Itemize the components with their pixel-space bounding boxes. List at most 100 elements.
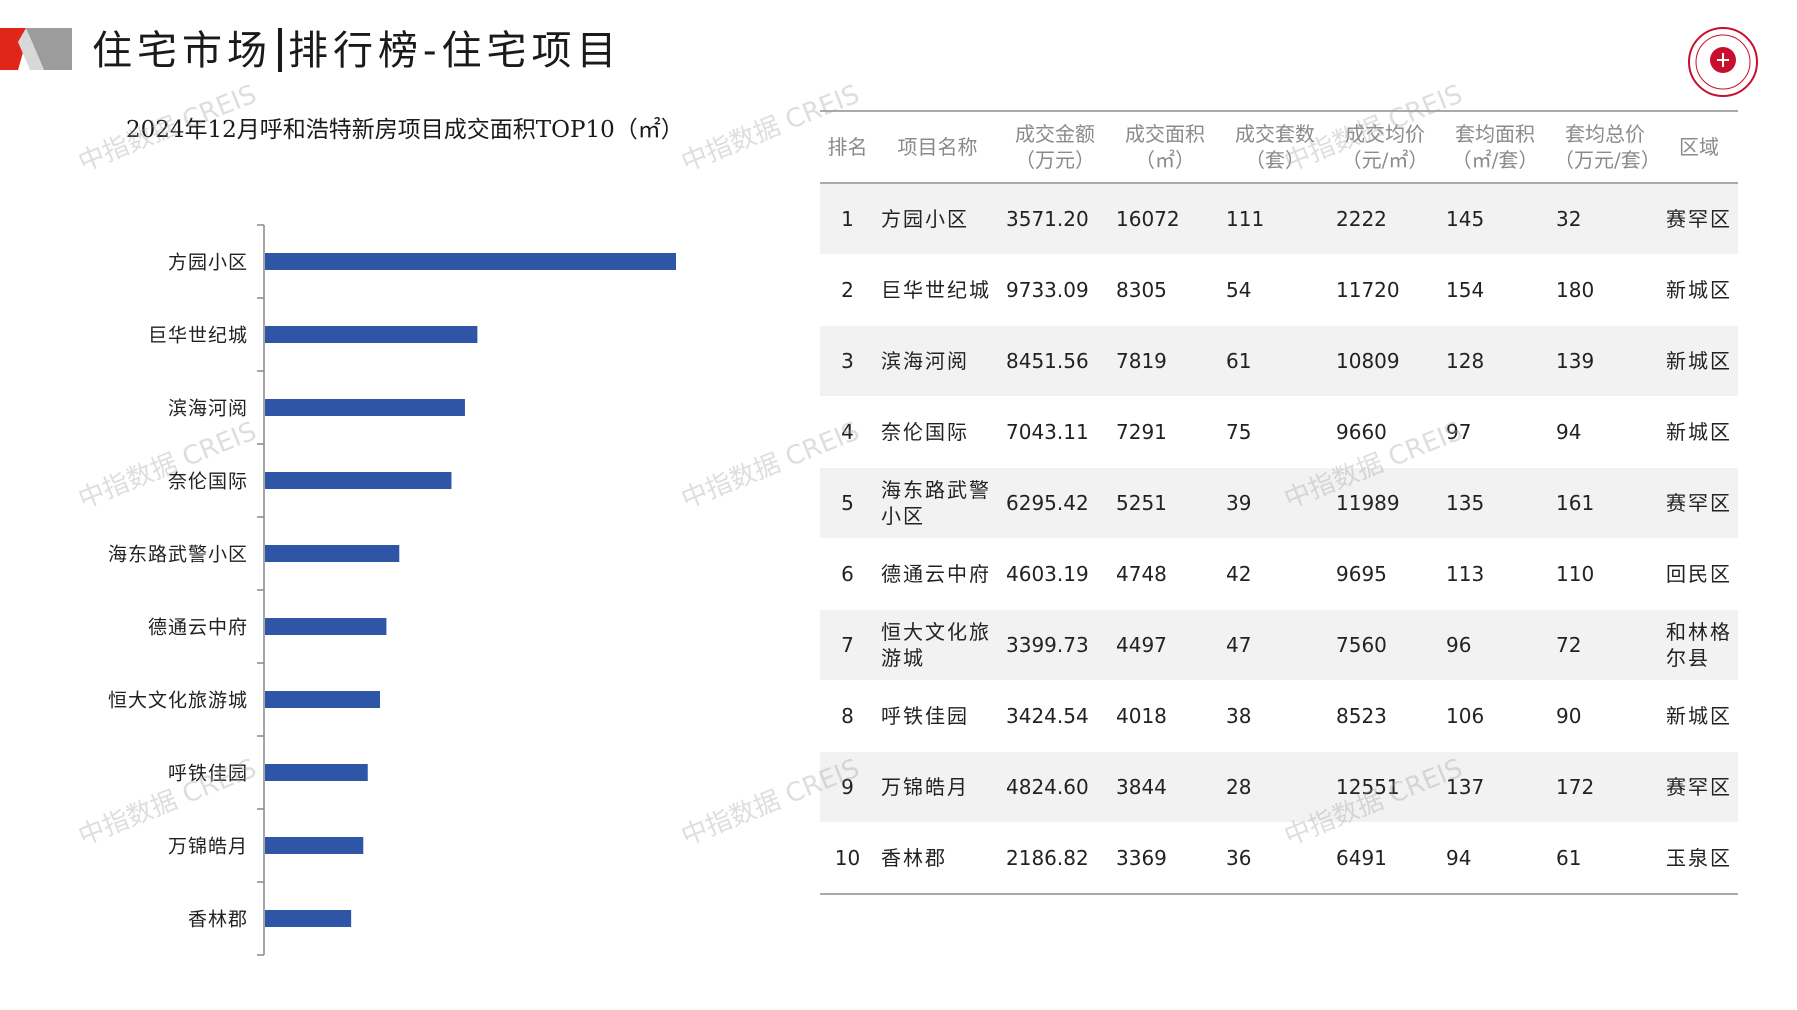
table-cell: 6295.42 [1000, 467, 1110, 539]
table-cell: 61 [1550, 822, 1660, 895]
column-header: 成交套数 （套） [1220, 111, 1330, 184]
chart-title: 2024年12月呼和浩特新房项目成交面积TOP10（㎡） [126, 117, 684, 143]
table-cell: 9660 [1330, 396, 1440, 468]
table-cell: 新城区 [1660, 254, 1738, 326]
table-cell: 3844 [1110, 751, 1220, 823]
section-title: 住宅市场 [92, 28, 272, 74]
table-cell: 4 [820, 396, 875, 468]
table-cell: 154 [1440, 254, 1550, 326]
table-cell: 94 [1550, 396, 1660, 468]
table-cell: 玉泉区 [1660, 822, 1738, 895]
table-cell: 72 [1550, 609, 1660, 681]
table-cell: 新城区 [1660, 680, 1738, 752]
table-cell: 10809 [1330, 325, 1440, 397]
table-cell: 恒大文化旅游城 [875, 609, 1000, 681]
table-cell: 96 [1440, 609, 1550, 681]
column-header-line: 排名 [827, 135, 868, 159]
table-cell: 47 [1220, 609, 1330, 681]
column-header-line: （套） [1245, 148, 1305, 172]
table-cell: 4748 [1110, 538, 1220, 610]
bar-chart: 方园小区巨华世纪城滨海河阅奈伦国际海东路武警小区德通云中府恒大文化旅游城呼铁佳园… [108, 224, 676, 956]
table-cell: 新城区 [1660, 396, 1738, 468]
bar [265, 253, 676, 270]
table-header-row: 排名 项目名称 成交金额 （万元） 成交面积 （㎡） 成交套数 （套） 成交均价 （元/㎡） 套均面… [820, 111, 1738, 184]
table-cell: 4603.19 [1000, 538, 1110, 610]
column-header: 成交金额 （万元） [1000, 111, 1110, 184]
table-row: 2 巨华世纪城 9733.09 8305 54 11720 154 180 新城区 [820, 254, 1738, 326]
table-cell: 61 [1220, 325, 1330, 397]
page-title: 住宅市场 排行榜-住宅项目 [92, 18, 622, 76]
table-cell: 海东路武警小区 [875, 467, 1000, 539]
column-header-line: （万元） [1015, 148, 1095, 172]
table-cell: 德通云中府 [875, 538, 1000, 610]
china-index-academy-seal-icon [1688, 27, 1758, 97]
bar [265, 910, 352, 927]
bar [265, 837, 364, 854]
table-body: 1 方园小区 3571.20 16072 111 2222 145 32 赛罕区 2 巨华世纪城 97… [820, 183, 1738, 895]
category-label: 奈伦国际 [168, 471, 248, 493]
column-header-line: 成交面积 [1125, 122, 1205, 146]
table-cell: 36 [1220, 822, 1330, 895]
table-cell: 赛罕区 [1660, 467, 1738, 539]
table-cell: 172 [1550, 751, 1660, 823]
category-label: 巨华世纪城 [148, 325, 248, 347]
category-label: 方园小区 [168, 252, 248, 274]
table-cell: 10 [820, 822, 875, 895]
column-header: 项目名称 [875, 111, 1000, 184]
table-cell: 54 [1220, 254, 1330, 326]
bar [265, 618, 387, 635]
table-cell: 呼铁佳园 [875, 680, 1000, 752]
table-cell: 90 [1550, 680, 1660, 752]
table-cell: 128 [1440, 325, 1550, 397]
table-cell: 3 [820, 325, 875, 397]
table-cell: 161 [1550, 467, 1660, 539]
column-header: 套均总价 （万元/套） [1550, 111, 1661, 184]
table-cell: 香林郡 [875, 822, 1000, 895]
bar [265, 399, 465, 416]
table-cell: 28 [1220, 751, 1330, 823]
bar [265, 326, 478, 343]
table-cell: 7819 [1110, 325, 1220, 397]
table-cell: 7 [820, 609, 875, 681]
table-cell: 4497 [1110, 609, 1220, 681]
table-cell: 42 [1220, 538, 1330, 610]
table-cell: 113 [1440, 538, 1550, 610]
table-cell: 和林格尔县 [1660, 609, 1738, 681]
ranking-table: 排名 项目名称 成交金额 （万元） 成交面积 （㎡） 成交套数 （套） 成交均价 （元/㎡） 套均面… [820, 110, 1738, 895]
table-cell: 2186.82 [1000, 822, 1110, 895]
column-header-line: （㎡/套） [1451, 148, 1539, 172]
column-header: 成交面积 （㎡） [1110, 111, 1220, 184]
column-header: 排名 [820, 111, 875, 184]
category-label: 滨海河阅 [168, 398, 248, 420]
table-cell: 5 [820, 467, 875, 539]
table-cell: 3399.73 [1000, 609, 1110, 681]
table-cell: 39 [1220, 467, 1330, 539]
table-row: 4 奈伦国际 7043.11 7291 75 9660 97 94 新城区 [820, 396, 1738, 468]
column-header-line: （㎡） [1135, 148, 1195, 172]
column-header-line: （万元/套） [1554, 148, 1661, 172]
table-row: 8 呼铁佳园 3424.54 4018 38 8523 106 90 新城区 [820, 680, 1738, 752]
bar [265, 472, 452, 489]
bar [265, 764, 368, 781]
table-cell: 9733.09 [1000, 254, 1110, 326]
category-label: 恒大文化旅游城 [108, 690, 248, 712]
table-cell: 5251 [1110, 467, 1220, 539]
column-header: 区域 [1660, 111, 1738, 184]
table-cell: 8 [820, 680, 875, 752]
table-row: 6 德通云中府 4603.19 4748 42 9695 113 110 回民区 [820, 538, 1738, 610]
table-cell: 137 [1440, 751, 1550, 823]
table-cell: 111 [1220, 183, 1330, 255]
table-cell: 7291 [1110, 396, 1220, 468]
table-cell: 7560 [1330, 609, 1440, 681]
table-cell: 3424.54 [1000, 680, 1110, 752]
table-cell: 新城区 [1660, 325, 1738, 397]
table-row: 5 海东路武警小区 6295.42 5251 39 11989 135 161 赛罕区 [820, 467, 1738, 539]
table-cell: 94 [1440, 822, 1550, 895]
table-cell: 巨华世纪城 [875, 254, 1000, 326]
table-cell: 180 [1550, 254, 1660, 326]
column-header-line: 套均总价 [1565, 122, 1645, 146]
table-cell: 135 [1440, 467, 1550, 539]
table-cell: 6491 [1330, 822, 1440, 895]
table-cell: 11720 [1330, 254, 1440, 326]
table-cell: 11989 [1330, 467, 1440, 539]
